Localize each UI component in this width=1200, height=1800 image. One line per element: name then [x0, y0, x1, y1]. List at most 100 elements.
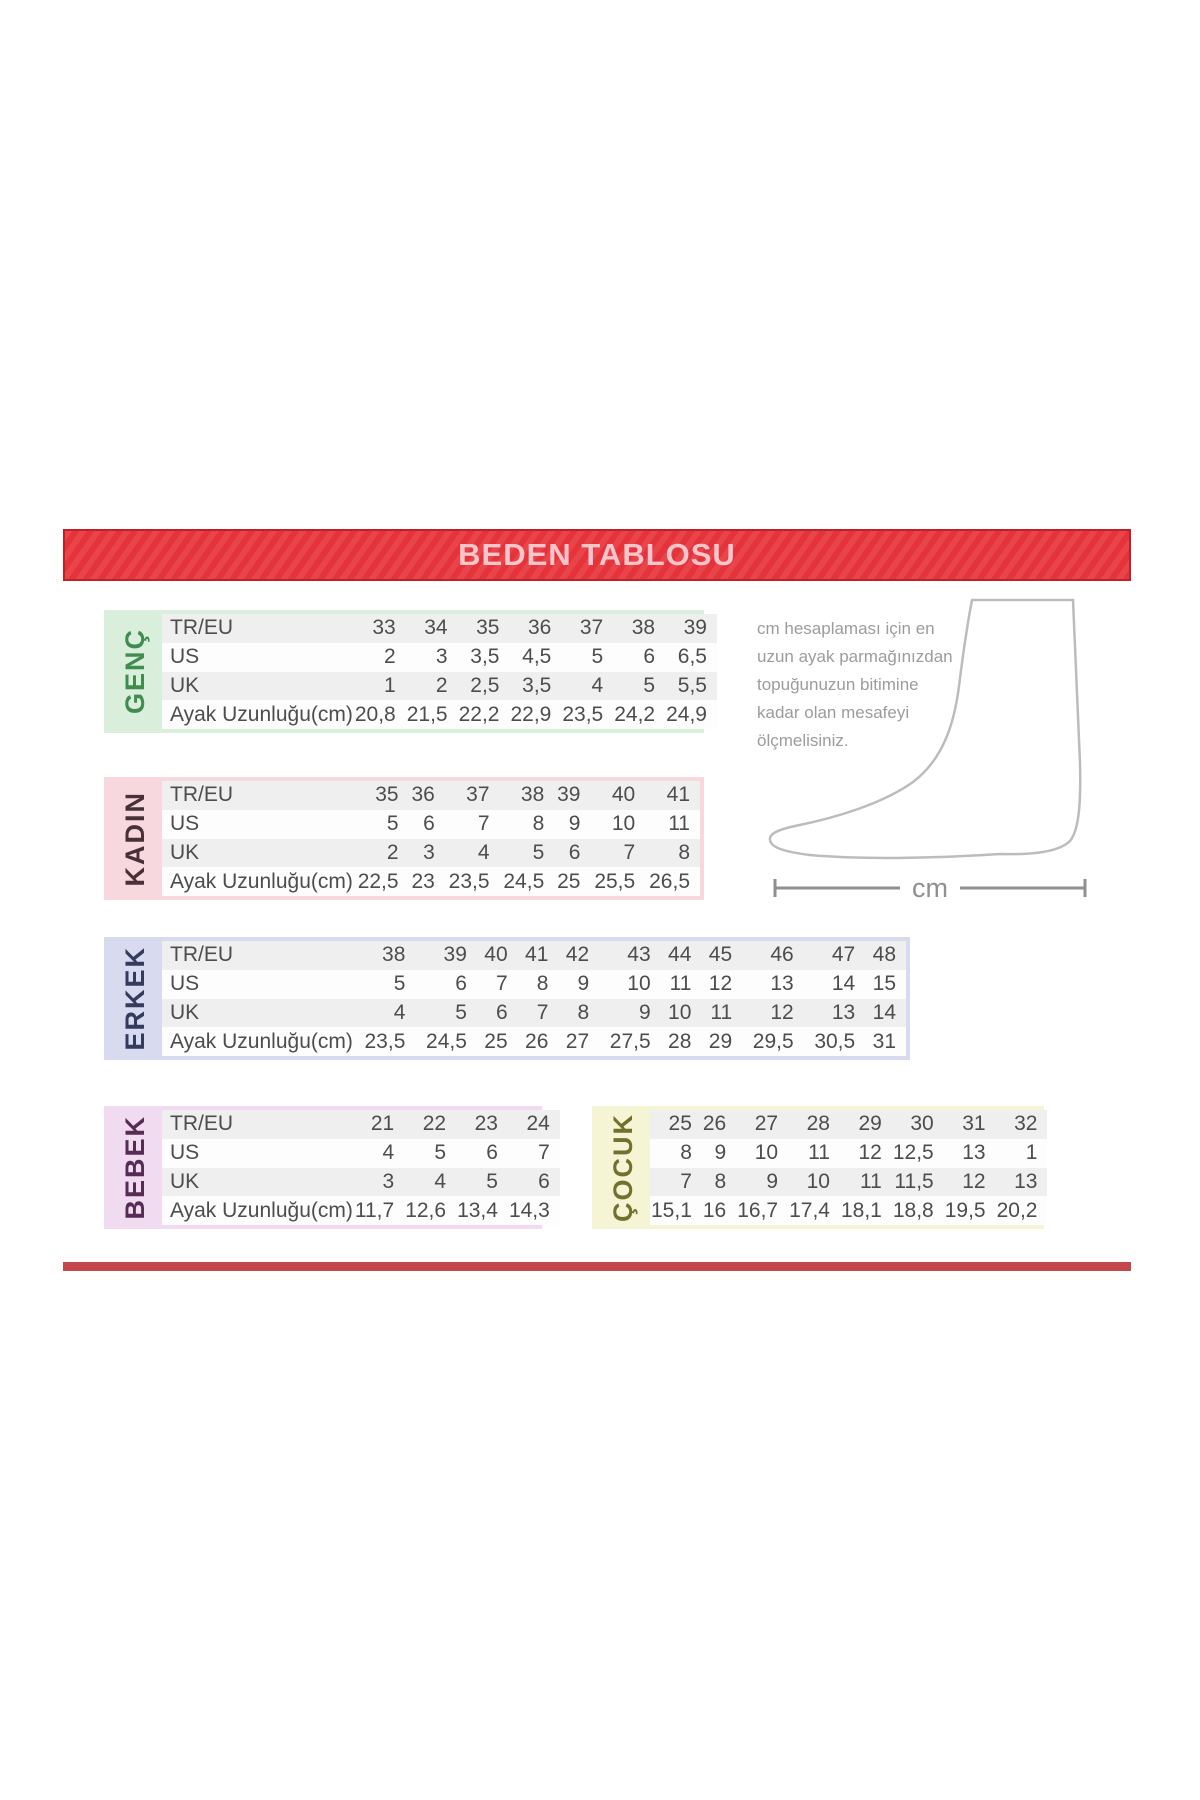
- table-row: Ayak Uzunluğu(cm) 20,8 21,5 22,2 22,9 23,5 24,…: [162, 700, 717, 729]
- size-cell: 43: [627, 943, 651, 967]
- table-row: US 5 6 7 8 9 10 11 12 13 14 15: [162, 969, 906, 999]
- size-cell: 27,5: [609, 1029, 651, 1053]
- size-cell: 14: [831, 972, 856, 996]
- note-line: ölçmelisiniz.: [757, 731, 849, 750]
- size-cell: 47: [831, 943, 856, 967]
- section-label-wrap: KADIN: [108, 781, 162, 896]
- row-label: US: [170, 812, 200, 836]
- size-cell: 41: [666, 783, 690, 807]
- size-cell: 23,5: [562, 702, 604, 726]
- section-label: ÇOCUK: [607, 1113, 638, 1222]
- size-cell: 4: [434, 1169, 447, 1193]
- size-cell: 2: [384, 645, 396, 669]
- size-cell: 4,5: [522, 645, 552, 669]
- size-cell: 26,5: [649, 869, 690, 893]
- table-row: 15,1 16 16,7 17,4 18,1 18,8 19,5 20,2: [650, 1196, 1048, 1225]
- table-row: Ayak Uzunluğu(cm) 22,5 23 23,5 24,5 25 25,5 26,…: [162, 867, 700, 896]
- size-cell: 23,5: [364, 1029, 406, 1053]
- row-label: Ayak Uzunluğu(cm): [170, 1198, 353, 1222]
- size-cell: 1: [1025, 1141, 1038, 1165]
- size-grid: TR/EU 35 36 37 38 39 40 41 US 5 6 7 8 9 10 11 UK 2 3 4 5 6 7 8 A…: [162, 781, 700, 896]
- size-cell: 23: [411, 869, 435, 893]
- size-cell: 26: [525, 1029, 549, 1053]
- size-cell: 40: [484, 943, 508, 967]
- size-cell: 24,5: [503, 869, 545, 893]
- size-cell: 8: [532, 812, 545, 836]
- size-cell: 6: [538, 1169, 550, 1193]
- size-cell: 4: [393, 1000, 406, 1024]
- size-table-kadin: KADIN TR/EU 35 36 37 38 39 40 41 US 5 6 7 8 9 10 11 UK 2 3…: [104, 777, 704, 900]
- size-cell: 45: [708, 943, 733, 967]
- table-row: 7 8 9 10 11 11,5 12 13: [650, 1167, 1048, 1197]
- measure-note: cm hesaplaması için en uzun ayak parmağı…: [757, 615, 992, 755]
- section-label: ERKEK: [119, 946, 150, 1051]
- size-cell: 39: [683, 616, 707, 640]
- size-cell: 9: [568, 812, 581, 836]
- size-cell: 37: [579, 616, 604, 640]
- size-cell: 28: [668, 1029, 692, 1053]
- size-cell: 5,5: [677, 673, 707, 697]
- size-cell: 5: [386, 812, 399, 836]
- size-cell: 7: [477, 812, 490, 836]
- size-cell: 13,4: [457, 1198, 498, 1222]
- size-cell: 22,2: [458, 702, 500, 726]
- size-cell: 20,8: [354, 702, 396, 726]
- size-cell: 18,8: [892, 1198, 934, 1222]
- size-cell: 6: [643, 645, 656, 669]
- row-label: TR/EU: [170, 1112, 233, 1136]
- size-cell: 8: [714, 1169, 727, 1193]
- size-cell: 29: [858, 1112, 882, 1136]
- size-cell: 23,5: [448, 869, 490, 893]
- row-label: TR/EU: [170, 943, 233, 967]
- size-cell: 46: [770, 943, 794, 967]
- size-cell: 5: [643, 673, 656, 697]
- size-cell: 9: [638, 1000, 651, 1024]
- row-label: Ayak Uzunluğu(cm): [170, 702, 353, 726]
- size-cell: 11,5: [894, 1169, 934, 1193]
- table-row: TR/EU 35 36 37 38 39 40 41: [162, 781, 700, 810]
- size-cell: 11,7: [354, 1198, 395, 1222]
- size-cell: 13: [962, 1141, 986, 1165]
- size-cell: 38: [520, 783, 545, 807]
- size-cell: 12: [962, 1169, 986, 1193]
- size-cell: 13: [770, 972, 794, 996]
- size-cell: 22,5: [357, 869, 399, 893]
- size-cell: 28: [806, 1112, 830, 1136]
- bottom-red-rule: [63, 1262, 1131, 1271]
- size-cell: 38: [382, 943, 406, 967]
- size-cell: 21,5: [406, 702, 448, 726]
- row-label: TR/EU: [170, 783, 233, 807]
- size-cell: 1: [384, 673, 396, 697]
- section-label-wrap: ÇOCUK: [596, 1110, 650, 1225]
- size-cell: 27: [754, 1112, 779, 1136]
- table-row: Ayak Uzunluğu(cm) 23,5 24,5 25 26 27 27,5 28 29 2…: [162, 1027, 906, 1056]
- size-cell: 11: [669, 972, 692, 996]
- size-cell: 13: [831, 1000, 856, 1024]
- section-label-wrap: GENÇ: [108, 614, 162, 729]
- row-label: US: [170, 972, 200, 996]
- size-cell: 5: [455, 1000, 467, 1024]
- size-cell: 7: [495, 972, 508, 996]
- size-cell: 12: [708, 972, 733, 996]
- size-table-erkek: ERKEK TR/EU 38 39 40 41 42 43 44 45 46 47 48 US 5 6 7 8 9…: [104, 937, 910, 1060]
- section-label-wrap: BEBEK: [108, 1110, 162, 1225]
- size-cell: 32: [1014, 1112, 1038, 1136]
- size-cell: 20,2: [996, 1198, 1038, 1222]
- size-cell: 15: [872, 972, 896, 996]
- table-row: Ayak Uzunluğu(cm) 11,7 12,6 13,4 14,3: [162, 1196, 560, 1225]
- size-cell: 12: [770, 1000, 794, 1024]
- size-cell: 39: [557, 783, 581, 807]
- size-cell: 3: [423, 840, 435, 864]
- size-cell: 21: [370, 1112, 395, 1136]
- title-banner: BEDEN TABLOSU: [63, 529, 1131, 581]
- size-table-bebek: BEBEK TR/EU 21 22 23 24 US 4 5 6 7 UK 3 4 5 6 Ayak Uzun…: [104, 1106, 560, 1229]
- size-cell: 22: [422, 1112, 447, 1136]
- size-cell: 10: [754, 1141, 779, 1165]
- size-cell: 35: [476, 616, 500, 640]
- size-cell: 22,9: [510, 702, 552, 726]
- size-cell: 30,5: [814, 1029, 856, 1053]
- section-label: GENÇ: [119, 628, 150, 715]
- size-cell: 25: [557, 869, 581, 893]
- row-label: UK: [170, 840, 200, 864]
- size-cell: 2: [386, 840, 399, 864]
